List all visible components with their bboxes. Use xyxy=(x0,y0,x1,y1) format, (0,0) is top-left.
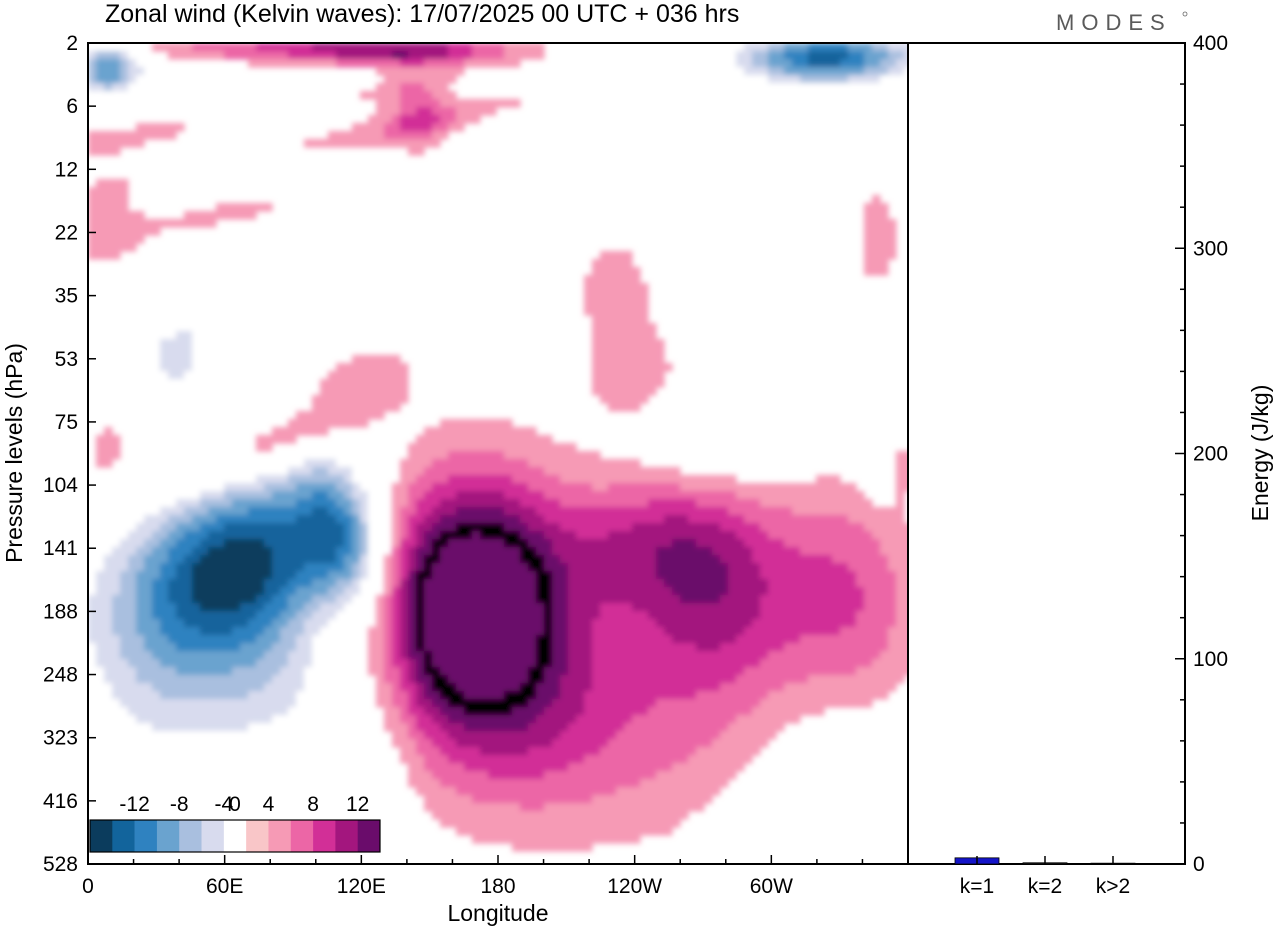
y-tick-label: 6 xyxy=(66,95,78,118)
x-tick-label: 60E xyxy=(206,875,243,898)
colorbar-swatch xyxy=(290,820,314,852)
colorbar-swatch xyxy=(268,820,292,852)
colorbar-label: 12 xyxy=(346,793,369,816)
x-tick-label: 60W xyxy=(750,875,793,898)
y-tick-label: 35 xyxy=(55,285,78,308)
y-tick-label: 104 xyxy=(43,474,78,497)
y-tick-label: 416 xyxy=(43,790,78,813)
colorbar-swatch xyxy=(156,820,180,852)
y-tick-label: 2 xyxy=(66,32,78,55)
energy-tick-label: 100 xyxy=(1193,648,1228,671)
y-tick-label: 75 xyxy=(55,411,78,434)
energy-tick-label: 200 xyxy=(1193,443,1228,466)
y-tick-label: 53 xyxy=(55,348,78,371)
x-tick-label: 180 xyxy=(480,875,515,898)
y-tick-label: 528 xyxy=(43,853,78,876)
energy-category-label: k=1 xyxy=(960,875,994,898)
energy-tick-label: 0 xyxy=(1193,853,1205,876)
x-tick-label: 120E xyxy=(337,875,386,898)
pressure-axis: 2 6 12 22 35 53 75 104 141 188 248 323 416 528 xyxy=(43,32,96,876)
x-axis-label: Longitude xyxy=(447,900,548,926)
colorbar-swatch xyxy=(134,820,158,852)
colorbar-swatch xyxy=(335,820,358,852)
colorbar-swatch xyxy=(313,820,336,852)
y-axis-label: Pressure levels (hPa) xyxy=(1,343,27,563)
colorbar-swatch xyxy=(246,820,269,852)
energy-tick-label: 300 xyxy=(1193,237,1228,260)
colorbar-label: 0 xyxy=(229,793,241,816)
brand-logo: MODES xyxy=(1056,10,1172,35)
colorbar-swatch xyxy=(179,820,202,852)
colorbar-swatch xyxy=(357,820,381,852)
colorbar: -12 -8 -40 4 8 12 xyxy=(89,793,381,853)
colorbar-label: -12 xyxy=(119,793,149,816)
y-tick-label: 12 xyxy=(55,158,78,181)
y-tick-label: 188 xyxy=(43,600,78,623)
y-tick-label: 323 xyxy=(43,727,78,750)
y-tick-label: 248 xyxy=(43,664,78,687)
y-tick-label: 22 xyxy=(55,221,78,244)
brand-mark-icon xyxy=(1182,11,1188,17)
wind-field xyxy=(88,43,908,864)
energy-axis-label: Energy (J/kg) xyxy=(1247,385,1273,522)
energy-category-label: k=2 xyxy=(1028,875,1062,898)
colorbar-swatch xyxy=(201,820,225,852)
chart-title: Zonal wind (Kelvin waves): 17/07/2025 00… xyxy=(105,0,739,28)
energy-panel: 0 100 200 300 400 k=1 k=2 k>2 xyxy=(907,32,1228,898)
energy-frame xyxy=(907,42,1186,865)
colorbar-frame xyxy=(89,819,381,853)
y-tick-label: 141 xyxy=(43,537,78,560)
colorbar-swatch xyxy=(223,820,247,852)
energy-tick-label: 400 xyxy=(1193,32,1228,55)
x-tick-label: 0 xyxy=(82,875,94,898)
colorbar-label: -8 xyxy=(170,793,189,816)
colorbar-swatch xyxy=(112,820,135,852)
energy-category-label: k>2 xyxy=(1096,875,1130,898)
colorbar-label: 8 xyxy=(307,793,319,816)
colorbar-label: -4 xyxy=(215,793,234,816)
longitude-axis: 0 60E 120E 180 120W 60W xyxy=(82,855,909,898)
colorbar-label: 4 xyxy=(263,793,275,816)
colorbar-swatch xyxy=(90,820,113,852)
x-tick-label: 120W xyxy=(607,875,662,898)
